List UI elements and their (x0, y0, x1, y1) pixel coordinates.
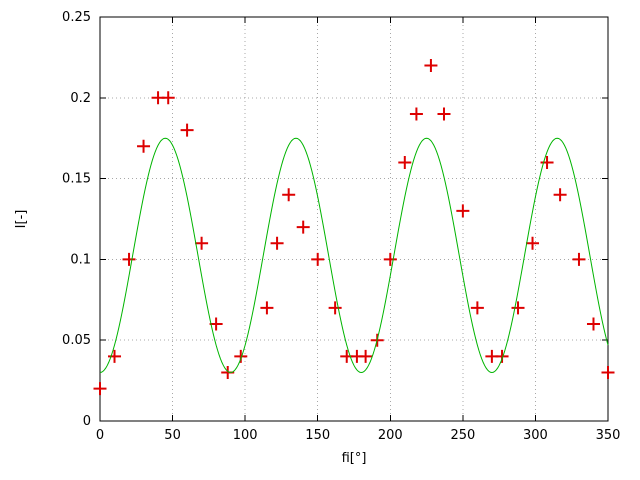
plot-area: 0 50 100 150 200 250 300 350 0 0.05 0.1 0.15 0.2 0.25 (62, 10, 620, 443)
data-point (511, 301, 525, 315)
data-point (601, 366, 615, 380)
x-tick-label: 150 (305, 428, 330, 443)
data-point (328, 301, 342, 315)
y-tick-label: 0.2 (70, 91, 91, 106)
data-point (234, 349, 248, 363)
data-point (270, 236, 284, 250)
data-point (383, 252, 397, 266)
data-point (409, 107, 423, 121)
data-point (122, 252, 136, 266)
x-tick-label: 0 (96, 428, 104, 443)
data-point (180, 123, 194, 137)
y-tick-label: 0.15 (62, 172, 91, 187)
data-point (93, 382, 107, 396)
data-point (282, 188, 296, 202)
data-point (209, 317, 223, 331)
data-point (495, 349, 509, 363)
x-tick-label: 100 (233, 428, 258, 443)
data-point (586, 317, 600, 331)
data-point (137, 139, 151, 153)
data-point (437, 107, 451, 121)
data-point (470, 301, 484, 315)
plot-border (99, 16, 609, 422)
data-point (260, 301, 274, 315)
data-point (572, 252, 586, 266)
data-point (195, 236, 209, 250)
x-tick-label: 300 (523, 428, 548, 443)
data-point (296, 220, 310, 234)
data-point (526, 236, 540, 250)
x-tick-label: 50 (164, 428, 181, 443)
y-tick-label: 0.1 (70, 252, 91, 267)
x-tick-label: 350 (596, 428, 621, 443)
data-point (456, 204, 470, 218)
data-point (359, 349, 373, 363)
y-tick-label: 0.05 (62, 333, 91, 348)
y-tick-label: 0.25 (62, 10, 91, 25)
data-point (424, 58, 438, 72)
fit-curve (99, 137, 609, 374)
data-point (540, 155, 554, 169)
x-tick-label: 250 (450, 428, 475, 443)
data-point (108, 349, 122, 363)
x-tick-label: 200 (378, 428, 403, 443)
data-point (161, 91, 175, 105)
data-point (553, 188, 567, 202)
data-point (311, 252, 325, 266)
x-axis-label: fi[°] (342, 451, 367, 466)
y-axis-label: I[-] (14, 210, 29, 229)
y-tick-label: 0 (83, 414, 91, 429)
data-point (398, 155, 412, 169)
